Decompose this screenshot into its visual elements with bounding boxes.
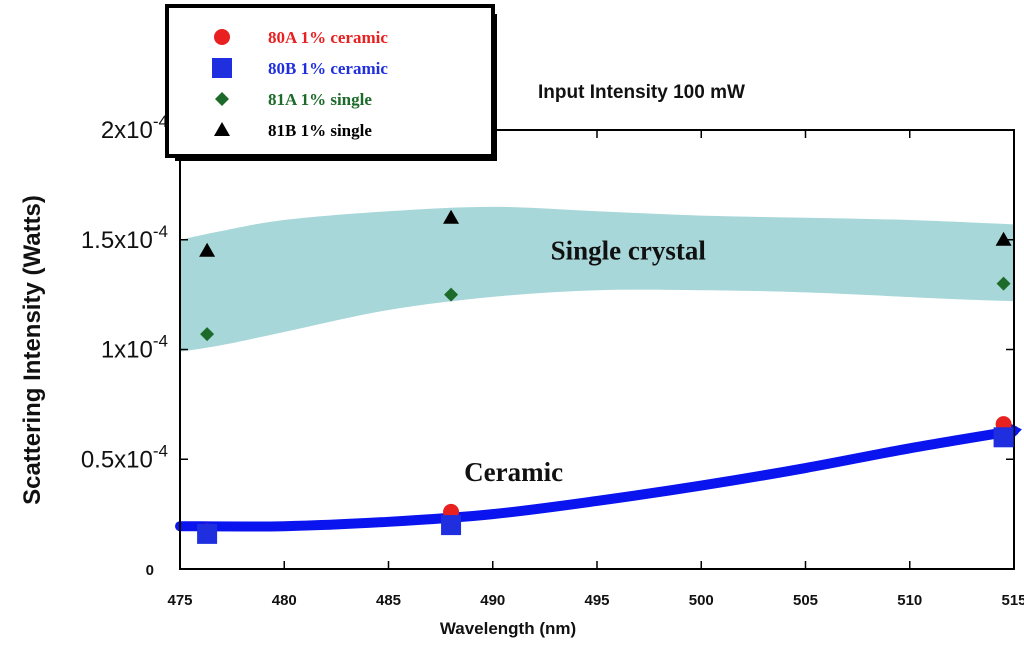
single-crystal-band xyxy=(180,206,1014,352)
x-tick-label: 500 xyxy=(689,592,714,609)
y-tick-base: 2x10 xyxy=(101,117,153,144)
y-tick-label: 0 xyxy=(146,562,154,579)
point-80b-1pct-ceramic xyxy=(197,523,218,544)
y-tick-exponent: -4 xyxy=(153,222,168,241)
ceramic-trend-line xyxy=(175,425,1019,532)
legend: 80A 1% ceramic 80B 1% ceramic 81A 1% singl… xyxy=(165,4,497,161)
point-81a-1pct-single xyxy=(200,327,215,342)
x-tick-label: 515 xyxy=(1001,592,1024,609)
legend-marker-80a-1pct-ceramic xyxy=(214,29,230,45)
x-tick-label: 495 xyxy=(584,592,609,609)
y-tick-exponent: -4 xyxy=(153,112,168,131)
y-tick-label: 2x10-4 xyxy=(101,112,168,144)
legend-marker-81a-1pct-single xyxy=(215,92,229,106)
legend-label-81a-1pct-single: 81A 1% single xyxy=(268,90,372,109)
y-tick-exponent: -4 xyxy=(153,332,168,351)
y-tick-label: 0.5x10-4 xyxy=(81,441,168,473)
chart-title: Input Intensity 100 mW xyxy=(538,82,745,103)
y-tick-label: 1.5x10-4 xyxy=(81,222,168,254)
y-tick-base: 1.5x10 xyxy=(81,227,153,254)
y-tick-base: 1x10 xyxy=(101,337,153,364)
y-axis-title: Scattering Intensity (Watts) xyxy=(19,195,46,505)
point-81a-1pct-single xyxy=(444,287,459,302)
single-crystal-annotation: Single crystal xyxy=(551,236,707,266)
x-tick-label: 480 xyxy=(272,592,297,609)
x-tick-label: 510 xyxy=(897,592,922,609)
ceramic-trend-layer xyxy=(175,422,1022,532)
point-80b-1pct-ceramic xyxy=(993,427,1014,448)
legend-shadow-right xyxy=(491,14,497,161)
point-81a-1pct-single xyxy=(996,276,1011,291)
point-80b-1pct-ceramic xyxy=(441,515,462,536)
y-tick-label: 1x10-4 xyxy=(101,332,168,364)
legend-marker-81b-1pct-single xyxy=(214,122,230,136)
y-tick-base: 0.5x10 xyxy=(81,446,153,473)
point-81b-1pct-single xyxy=(443,209,460,224)
point-81b-1pct-single xyxy=(995,231,1012,246)
y-tick-exponent: -4 xyxy=(153,441,168,460)
legend-label-80a-1pct-ceramic: 80A 1% ceramic xyxy=(268,28,388,47)
x-axis-title: Wavelength (nm) xyxy=(440,619,576,638)
points-layer xyxy=(197,209,1014,544)
legend-marker-80b-1pct-ceramic xyxy=(212,58,232,78)
legend-shadow-bottom xyxy=(175,155,495,161)
legend-label-81b-1pct-single: 81B 1% single xyxy=(268,121,372,140)
annotation-layer: Single crystal Ceramic xyxy=(464,236,706,488)
single-crystal-band-layer xyxy=(180,206,1014,352)
ceramic-annotation: Ceramic xyxy=(464,457,563,487)
axes-layer: 475 480 485 490 495 500 505 510 51500.5x10-41x10… xyxy=(81,112,1024,609)
legend-label-80b-1pct-ceramic: 80B 1% ceramic xyxy=(268,59,388,78)
point-81b-1pct-single xyxy=(199,242,216,257)
x-tick-label: 485 xyxy=(376,592,401,609)
x-tick-label: 475 xyxy=(167,592,192,609)
x-tick-label: 490 xyxy=(480,592,505,609)
x-tick-label: 505 xyxy=(793,592,818,609)
